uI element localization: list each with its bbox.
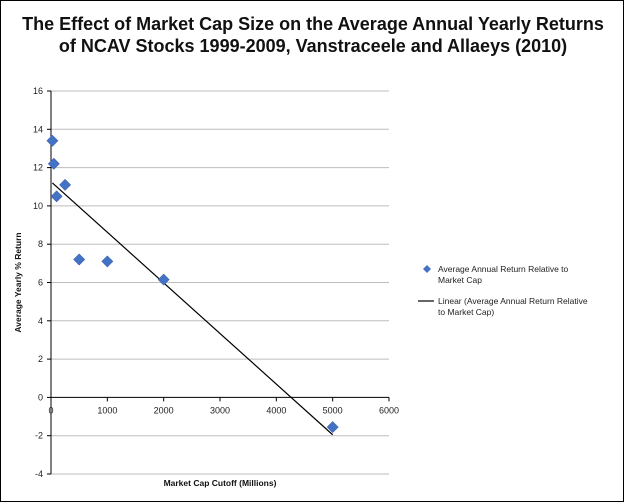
- y-axis-title: Average Yearly % Return: [13, 232, 23, 332]
- y-tick-label: 4: [38, 316, 43, 326]
- data-point: [50, 190, 63, 203]
- y-tick-label: 14: [33, 124, 43, 134]
- y-tick-label: -4: [35, 469, 43, 479]
- x-tick-label: 5000: [323, 405, 343, 415]
- data-point: [46, 134, 59, 147]
- legend: Average Annual Return Relative to Market …: [418, 264, 588, 317]
- y-tick-label: 2: [38, 354, 43, 364]
- y-tick-label: 12: [33, 163, 43, 173]
- x-tick-label: 2000: [154, 405, 174, 415]
- x-tick-label: 6000: [379, 405, 399, 415]
- y-tick-label: 0: [38, 392, 43, 402]
- trendline: [52, 182, 334, 436]
- y-tick-label: 10: [33, 201, 43, 211]
- legend-label-trendline: Linear (Average Annual Return Relative to…: [438, 296, 588, 317]
- legend-marker-series: [423, 265, 431, 273]
- chart-title: The Effect of Market Cap Size on the Ave…: [22, 14, 604, 56]
- x-tick-label: 4000: [266, 405, 286, 415]
- y-tick-label: -2: [35, 431, 43, 441]
- x-axis-title: Market Cap Cutoff (Millions): [164, 478, 277, 488]
- y-tick-label: 6: [38, 278, 43, 288]
- y-tick-label: 16: [33, 86, 43, 96]
- data-point: [73, 253, 86, 266]
- data-point: [59, 178, 72, 191]
- data-point: [157, 273, 170, 286]
- legend-label-series: Average Annual Return Relative to Market …: [438, 264, 569, 285]
- data-point: [47, 157, 60, 170]
- data-point: [101, 255, 114, 268]
- data-point: [326, 421, 339, 434]
- y-tick-label: 8: [38, 239, 43, 249]
- x-tick-label: 1000: [97, 405, 117, 415]
- x-tick-label: 3000: [210, 405, 230, 415]
- x-tick-label: 0: [48, 405, 53, 415]
